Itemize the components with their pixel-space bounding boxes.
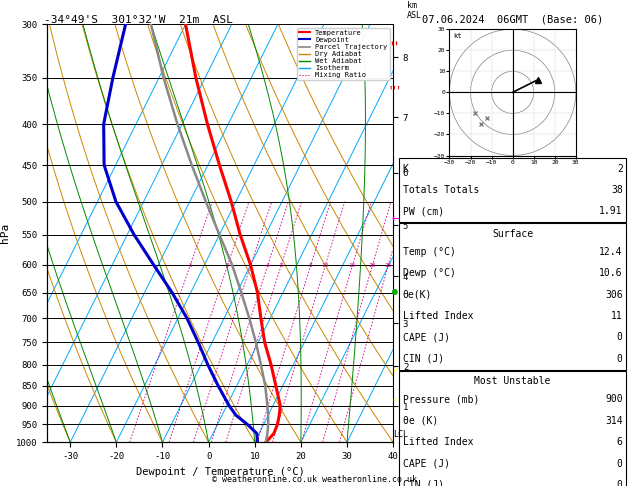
Text: Lifted Index: Lifted Index (403, 311, 473, 321)
Text: Lifted Index: Lifted Index (403, 437, 473, 447)
Text: Most Unstable: Most Unstable (474, 376, 551, 386)
Text: LCL: LCL (393, 430, 408, 439)
Text: CIN (J): CIN (J) (403, 480, 443, 486)
Text: 10.6: 10.6 (599, 268, 623, 278)
Text: Totals Totals: Totals Totals (403, 185, 479, 195)
X-axis label: Dewpoint / Temperature (°C): Dewpoint / Temperature (°C) (136, 467, 304, 477)
Text: 5: 5 (279, 263, 283, 268)
Text: 0: 0 (617, 459, 623, 469)
Text: 2: 2 (226, 263, 229, 268)
Text: CAPE (J): CAPE (J) (403, 459, 450, 469)
Text: Pressure (mb): Pressure (mb) (403, 395, 479, 404)
Text: 10: 10 (321, 263, 329, 268)
Text: K: K (403, 164, 408, 174)
Text: kt: kt (454, 33, 462, 38)
Legend: Temperature, Dewpoint, Parcel Trajectory, Dry Adiabat, Wet Adiabat, Isotherm, Mi: Temperature, Dewpoint, Parcel Trajectory… (298, 28, 389, 80)
Text: ●: ● (392, 287, 398, 296)
Text: 0: 0 (617, 332, 623, 343)
Text: 6: 6 (617, 437, 623, 447)
Text: 1: 1 (188, 263, 192, 268)
Text: 3: 3 (248, 263, 252, 268)
Text: 15: 15 (348, 263, 356, 268)
Text: 8: 8 (309, 263, 313, 268)
Text: ←: ← (391, 212, 399, 225)
Text: CIN (J): CIN (J) (403, 354, 443, 364)
Text: PW (cm): PW (cm) (403, 207, 443, 216)
Text: ⬆⬆: ⬆⬆ (390, 39, 400, 48)
Text: 4: 4 (265, 263, 269, 268)
Text: 38: 38 (611, 185, 623, 195)
Text: 900: 900 (605, 395, 623, 404)
Text: 306: 306 (605, 290, 623, 300)
Text: Surface: Surface (492, 229, 533, 239)
Text: CAPE (J): CAPE (J) (403, 332, 450, 343)
Text: ↙: ↙ (392, 364, 398, 374)
Text: ⬆⬆⬆: ⬆⬆⬆ (389, 85, 401, 90)
Text: θe (K): θe (K) (403, 416, 438, 426)
Text: Dewp (°C): Dewp (°C) (403, 268, 455, 278)
Text: 1.91: 1.91 (599, 207, 623, 216)
Text: 20: 20 (369, 263, 376, 268)
Text: 12.4: 12.4 (599, 247, 623, 257)
Text: 07.06.2024  06GMT  (Base: 06): 07.06.2024 06GMT (Base: 06) (422, 15, 603, 25)
Text: 25: 25 (384, 263, 392, 268)
Text: 2: 2 (617, 164, 623, 174)
Text: ↙: ↙ (392, 394, 398, 403)
Text: 0: 0 (617, 354, 623, 364)
Text: -34°49'S  301°32'W  21m  ASL: -34°49'S 301°32'W 21m ASL (44, 15, 233, 25)
Text: 0: 0 (617, 480, 623, 486)
Text: © weatheronline.co.uk weatheronline.co.uk: © weatheronline.co.uk weatheronline.co.u… (212, 474, 417, 484)
Y-axis label: hPa: hPa (1, 223, 11, 243)
Text: 314: 314 (605, 416, 623, 426)
Text: Temp (°C): Temp (°C) (403, 247, 455, 257)
Text: θe(K): θe(K) (403, 290, 432, 300)
Text: km
ASL: km ASL (407, 0, 422, 20)
Text: 11: 11 (611, 311, 623, 321)
